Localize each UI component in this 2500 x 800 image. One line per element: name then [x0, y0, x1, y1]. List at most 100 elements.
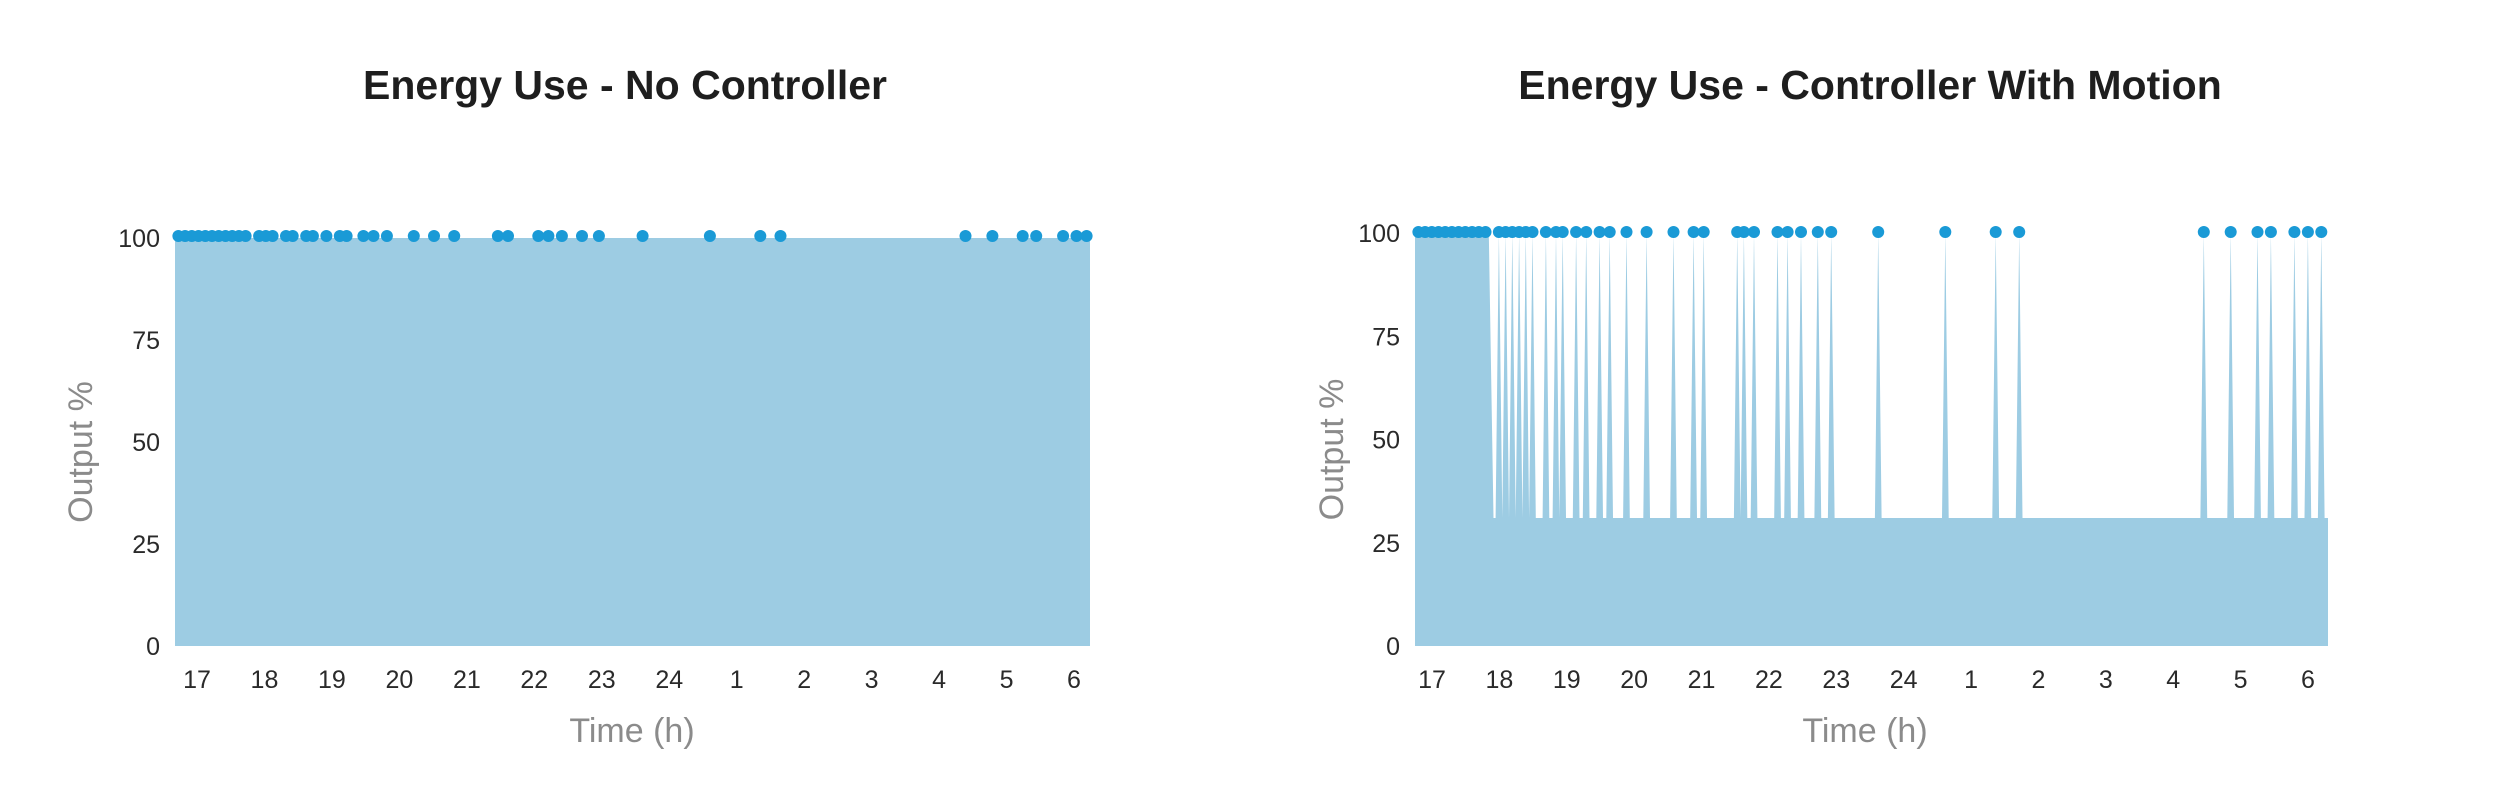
motion-event-dot: [266, 230, 279, 242]
x-tick-label: 22: [1755, 666, 1783, 694]
motion-event-dot: [357, 230, 370, 242]
motion-event-dot: [1872, 226, 1885, 238]
motion-event-dot: [1825, 226, 1838, 238]
motion-event-dot: [1781, 226, 1794, 238]
x-tick-label: 21: [1688, 666, 1716, 694]
motion-event-dot: [286, 230, 299, 242]
motion-event-dot: [1080, 230, 1093, 242]
y-tick-label: 100: [1358, 220, 1400, 248]
motion-event-dot: [1016, 230, 1029, 242]
motion-event-dot: [491, 230, 504, 242]
x-tick-label: 23: [1822, 666, 1850, 694]
motion-event-dot: [1748, 226, 1760, 238]
chart-panel-controller-motion: Energy Use - Controller With Motion 0 25 5…: [1250, 0, 2500, 800]
y-tick-label: 0: [146, 633, 160, 661]
motion-event-dot: [367, 230, 380, 242]
motion-event-dot: [1580, 226, 1593, 238]
motion-event-dot: [2288, 226, 2301, 238]
motion-event-dot: [576, 230, 588, 242]
motion-event-dot: [1687, 226, 1700, 238]
motion-event-dot: [1603, 226, 1616, 238]
motion-event-dot: [1795, 226, 1807, 238]
motion-event-dot: [1737, 226, 1750, 238]
motion-event-dot: [1526, 226, 1539, 238]
y-tick-label: 75: [132, 327, 160, 355]
x-tick-label: 24: [1890, 666, 1918, 694]
motion-event-dot: [1771, 226, 1784, 238]
motion-event-dot: [502, 230, 514, 242]
motion-event-dot: [1640, 226, 1653, 238]
motion-event-dot: [428, 230, 440, 242]
motion-event-dot: [407, 230, 420, 242]
motion-event-dot: [2301, 226, 2314, 238]
motion-event-dot: [532, 230, 545, 242]
output-area: [1415, 233, 2328, 646]
motion-event-dot: [959, 230, 972, 242]
motion-event-dot: [1070, 230, 1083, 242]
x-tick-label: 19: [318, 666, 346, 694]
motion-event-dot: [1057, 230, 1070, 242]
x-tick-label: 23: [588, 666, 616, 694]
x-tick-label: 18: [251, 666, 279, 694]
x-tick-label: 17: [183, 666, 211, 694]
x-tick-label: 6: [2301, 666, 2315, 694]
motion-event-dot: [2224, 226, 2237, 238]
motion-event-dot: [986, 230, 999, 242]
motion-event-dot: [306, 230, 319, 242]
motion-event-dot: [1539, 226, 1552, 238]
motion-event-dot: [1989, 226, 2002, 238]
motion-event-dot: [1939, 226, 1952, 238]
chart-panel-no-controller: Energy Use - No Controller 0 25 50 75 100 17 1…: [62, 62, 1093, 750]
x-tick-label: 19: [1553, 666, 1581, 694]
motion-event-dot: [636, 230, 649, 242]
motion-event-dot: [703, 230, 716, 242]
motion-event-dot: [2264, 226, 2277, 238]
motion-event-dot: [774, 230, 787, 242]
x-tick-label: 20: [1620, 666, 1648, 694]
motion-event-dot: [239, 230, 252, 242]
y-tick-label: 25: [132, 531, 160, 559]
motion-event-dot: [1556, 226, 1569, 238]
y-tick-label: 25: [1372, 530, 1400, 558]
motion-event-dot: [1811, 226, 1824, 238]
motion-event-dot: [2315, 226, 2328, 238]
chart-title: Energy Use - Controller With Motion: [1518, 62, 2222, 108]
motion-event-dot: [2013, 226, 2026, 238]
motion-event-dot: [320, 230, 333, 242]
motion-event-dot: [2251, 226, 2264, 238]
y-tick-label: 100: [118, 225, 160, 253]
motion-event-dot: [2197, 226, 2210, 238]
x-tick-label: 1: [1964, 666, 1978, 694]
y-tick-label: 0: [1386, 633, 1400, 661]
motion-event-dot: [1479, 226, 1492, 238]
x-tick-label: 4: [932, 666, 946, 694]
x-axis-label: Time (h): [1802, 712, 1927, 750]
y-axis-label: Output %: [62, 381, 100, 523]
x-tick-label: 21: [453, 666, 481, 694]
y-tick-label: 50: [1372, 427, 1400, 455]
chart-title: Energy Use - No Controller: [363, 62, 887, 108]
x-tick-label: 6: [1067, 666, 1081, 694]
x-tick-label: 3: [865, 666, 879, 694]
x-tick-label: 4: [2166, 666, 2180, 694]
x-tick-label: 2: [797, 666, 811, 694]
motion-event-dot: [380, 230, 393, 242]
motion-event-dot: [592, 230, 605, 242]
x-tick-label: 24: [655, 666, 683, 694]
motion-event-dot: [1030, 230, 1043, 242]
x-tick-label: 22: [520, 666, 548, 694]
motion-event-dot: [1697, 226, 1710, 238]
x-tick-label: 2: [2032, 666, 2046, 694]
x-axis-label: Time (h): [569, 712, 694, 750]
y-tick-label: 50: [132, 429, 160, 457]
motion-event-dot: [1667, 226, 1680, 238]
motion-event-dot: [1620, 226, 1633, 238]
motion-event-dot: [1593, 226, 1606, 238]
x-tick-label: 1: [730, 666, 744, 694]
x-tick-label: 20: [385, 666, 413, 694]
x-tick-label: 17: [1418, 666, 1446, 694]
x-tick-label: 3: [2099, 666, 2113, 694]
motion-event-dot: [1570, 226, 1583, 238]
